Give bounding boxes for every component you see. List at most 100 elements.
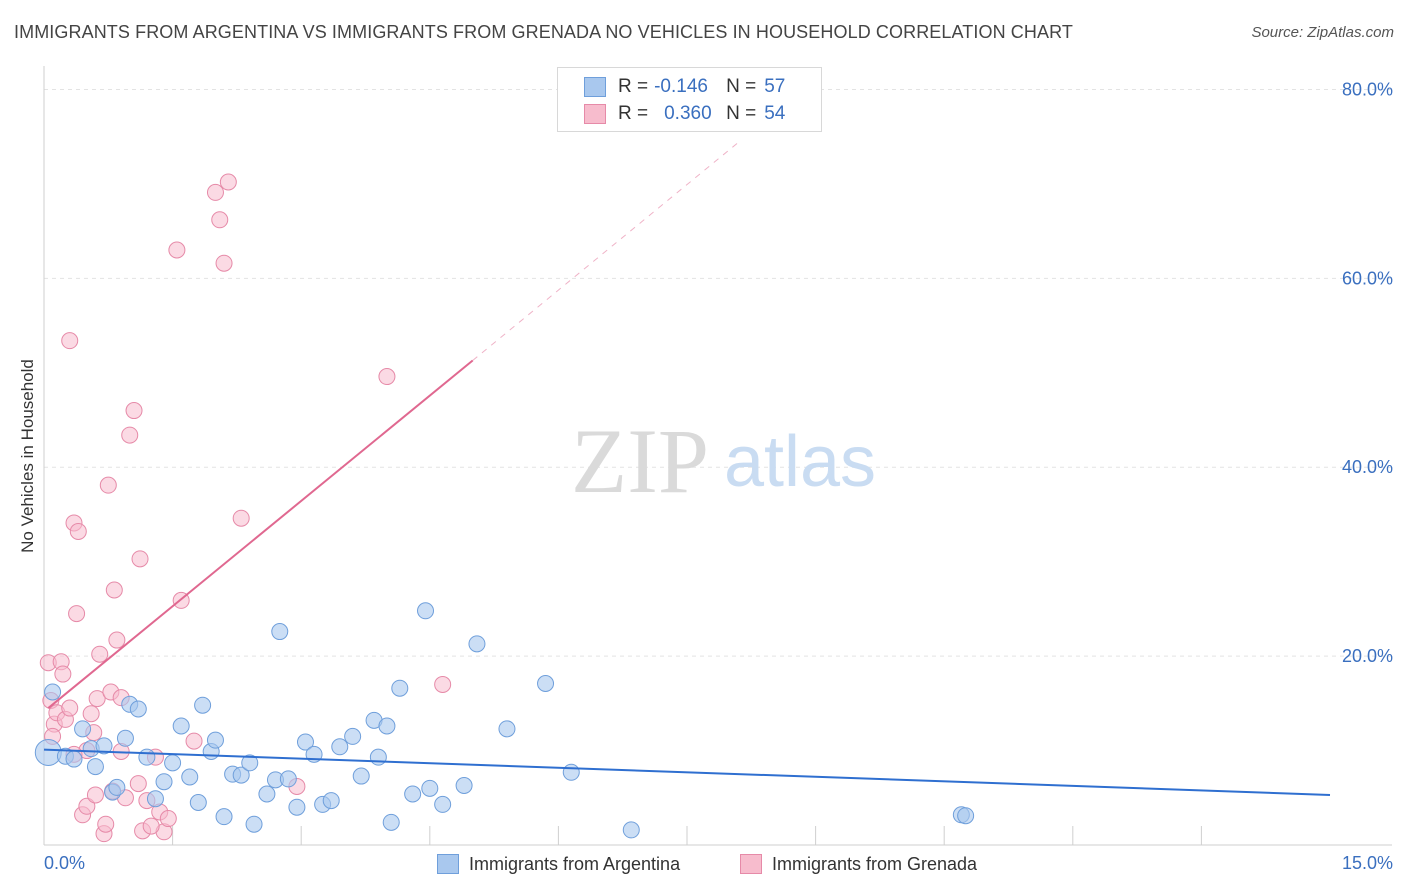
tick-labels: 20.0% 40.0% 60.0% 80.0% 0.0% 15.0%	[44, 79, 1393, 873]
r-label: R =	[618, 103, 649, 124]
argentina-point	[622, 821, 640, 839]
argentina-point	[95, 737, 113, 755]
argentina-point	[245, 815, 263, 833]
grenada-point	[125, 402, 143, 420]
argentina-point	[65, 750, 83, 768]
grenada-label: Immigrants from Grenada	[772, 853, 978, 874]
r-label: R =	[618, 76, 649, 97]
grenada-point	[434, 675, 452, 693]
grenada-point	[378, 368, 396, 386]
grenada-swatch	[584, 104, 606, 124]
grenada-trend-line	[47, 359, 474, 709]
argentina-point	[382, 813, 400, 831]
grenada-point	[61, 332, 79, 350]
legend-row-argentina: R = -0.146 N = 57	[584, 75, 785, 99]
grenada-point	[91, 645, 109, 663]
argentina-swatch	[437, 854, 459, 874]
trend-lines	[43, 141, 1331, 796]
grid-lines	[44, 88, 1392, 845]
argentina-point	[537, 675, 555, 692]
argentina-point	[164, 754, 182, 772]
argentina-point	[421, 779, 439, 797]
argentina-point	[957, 807, 975, 825]
grenada-point	[121, 426, 139, 444]
argentina-point	[391, 679, 409, 697]
argentina-point	[129, 700, 147, 718]
n-label: N =	[726, 76, 757, 97]
bottom-legend-grenada: Immigrants from Grenada	[740, 852, 977, 876]
argentina-point	[116, 729, 134, 747]
argentina-point	[138, 748, 156, 766]
x-tick-label: 0.0%	[44, 853, 85, 873]
grenada-point	[97, 815, 115, 833]
grenada-point	[168, 241, 186, 259]
grenada-point	[159, 810, 177, 828]
x-tick-label: 15.0%	[1342, 853, 1393, 873]
grenada-point	[215, 254, 233, 272]
argentina-trend-line	[43, 748, 1331, 796]
argentina-swatch	[584, 77, 606, 97]
argentina-label: Immigrants from Argentina	[469, 853, 681, 874]
argentina-point	[288, 798, 306, 816]
argentina-point	[108, 778, 126, 796]
grenada-point	[82, 705, 100, 723]
grenada-point	[206, 183, 224, 201]
grenada-point	[54, 665, 72, 683]
argentina-point	[172, 717, 190, 735]
argentina-point	[271, 623, 289, 641]
y-tick-label: 80.0%	[1342, 79, 1393, 99]
source-credit: Source: ZipAtlas.com	[1251, 24, 1394, 41]
grenada-swatch	[740, 854, 762, 874]
n-value: 57	[764, 76, 786, 97]
grenada-point	[131, 550, 149, 568]
bottom-legend-argentina: Immigrants from Argentina	[437, 852, 680, 876]
y-axis-label: No Vehicles in Household	[18, 359, 37, 553]
grenada-point	[105, 581, 123, 599]
argentina-point	[455, 777, 473, 794]
argentina-point	[86, 758, 104, 776]
grenada-point	[211, 211, 229, 229]
grenada-point	[232, 509, 250, 527]
r-value: -0.146	[654, 76, 708, 97]
axes	[43, 66, 1392, 846]
grenada-point	[142, 817, 160, 835]
y-tick-label: 20.0%	[1342, 646, 1393, 666]
argentina-point	[232, 766, 250, 784]
argentina-point	[194, 696, 212, 714]
argentina-point	[378, 717, 396, 735]
legend-row-grenada: R = 0.360 N = 54	[584, 102, 785, 126]
argentina-point	[258, 785, 276, 803]
argentina-point	[146, 790, 164, 808]
watermark-zip: ZIP	[571, 410, 709, 512]
grenada-point	[185, 732, 203, 750]
argentina-point	[434, 795, 452, 813]
argentina-point	[562, 763, 580, 781]
argentina-point	[404, 785, 422, 803]
argentina-point	[279, 770, 297, 788]
grenada-point	[69, 522, 87, 540]
y-tick-label: 40.0%	[1342, 457, 1393, 477]
chart-title: IMMIGRANTS FROM ARGENTINA VS IMMIGRANTS …	[14, 22, 1073, 42]
argentina-point	[498, 720, 516, 738]
grenada-point	[129, 775, 147, 793]
grenada-point	[219, 173, 237, 191]
argentina-point	[206, 731, 224, 749]
grenada-trend-extension	[472, 141, 739, 361]
argentina-point	[215, 808, 233, 826]
argentina-points	[34, 602, 975, 839]
argentina-point	[331, 738, 349, 756]
grenada-point	[61, 699, 79, 717]
argentina-point	[74, 720, 92, 738]
argentina-point	[241, 754, 259, 772]
correlation-legend: R = -0.146 N = 57 R = 0.360 N = 54	[557, 67, 822, 132]
argentina-point	[34, 738, 62, 766]
r-value: 0.360	[664, 103, 712, 124]
grenada-point	[86, 786, 104, 804]
watermark-atlas: atlas	[724, 422, 876, 502]
argentina-point	[352, 767, 370, 785]
n-label: N =	[726, 103, 757, 124]
argentina-point	[189, 794, 207, 811]
grenada-point	[88, 690, 106, 708]
argentina-point	[322, 792, 340, 810]
